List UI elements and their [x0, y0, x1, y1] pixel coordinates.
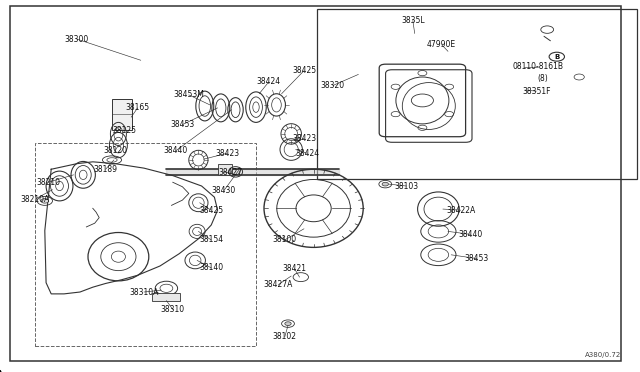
Text: 38453M: 38453M	[173, 90, 204, 99]
Circle shape	[382, 182, 388, 186]
Text: 38427A: 38427A	[264, 280, 293, 289]
Text: 38310: 38310	[161, 305, 185, 314]
Text: 38424: 38424	[257, 77, 281, 86]
Text: 38140: 38140	[199, 263, 223, 272]
Text: 38422A: 38422A	[446, 206, 476, 215]
Text: 38102: 38102	[273, 332, 297, 341]
Text: 38440: 38440	[458, 230, 483, 239]
Text: 38310A: 38310A	[129, 288, 159, 296]
Bar	[317, 9, 637, 179]
Bar	[112, 99, 132, 130]
Text: 38300: 38300	[65, 35, 89, 44]
Text: 38189: 38189	[93, 165, 118, 174]
Text: 38440: 38440	[164, 146, 188, 155]
FancyArrow shape	[0, 371, 1, 372]
Text: 38425: 38425	[199, 206, 223, 215]
Text: 38351F: 38351F	[522, 87, 550, 96]
Text: 38430: 38430	[212, 186, 236, 195]
Text: 38210A: 38210A	[20, 195, 50, 203]
Text: 38453: 38453	[170, 120, 195, 129]
Bar	[152, 293, 180, 301]
Text: 38423: 38423	[215, 149, 239, 158]
Text: 38453: 38453	[465, 254, 489, 263]
Text: 47990E: 47990E	[427, 40, 456, 49]
Text: 38427: 38427	[218, 169, 243, 177]
Bar	[218, 164, 232, 175]
Text: 38424: 38424	[295, 149, 319, 158]
Text: B: B	[554, 54, 559, 60]
Text: 38100: 38100	[273, 235, 297, 244]
Text: 38154: 38154	[199, 235, 223, 244]
Text: 38120: 38120	[103, 146, 127, 155]
Text: 38103: 38103	[394, 182, 419, 190]
Text: 38210: 38210	[36, 178, 60, 187]
Text: 08110-8161B: 08110-8161B	[512, 62, 563, 71]
Text: 3835L: 3835L	[401, 16, 424, 25]
Text: 38320: 38320	[321, 81, 345, 90]
Text: 38165: 38165	[125, 103, 150, 112]
Text: (8): (8)	[538, 74, 548, 83]
Bar	[35, 143, 256, 346]
Text: A380/0.72: A380/0.72	[584, 352, 621, 358]
Text: 38421: 38421	[282, 264, 307, 273]
Text: 38425: 38425	[292, 66, 316, 75]
Circle shape	[41, 199, 49, 203]
Text: 38423: 38423	[292, 134, 316, 143]
Circle shape	[285, 322, 291, 326]
Text: 38125: 38125	[113, 126, 137, 135]
